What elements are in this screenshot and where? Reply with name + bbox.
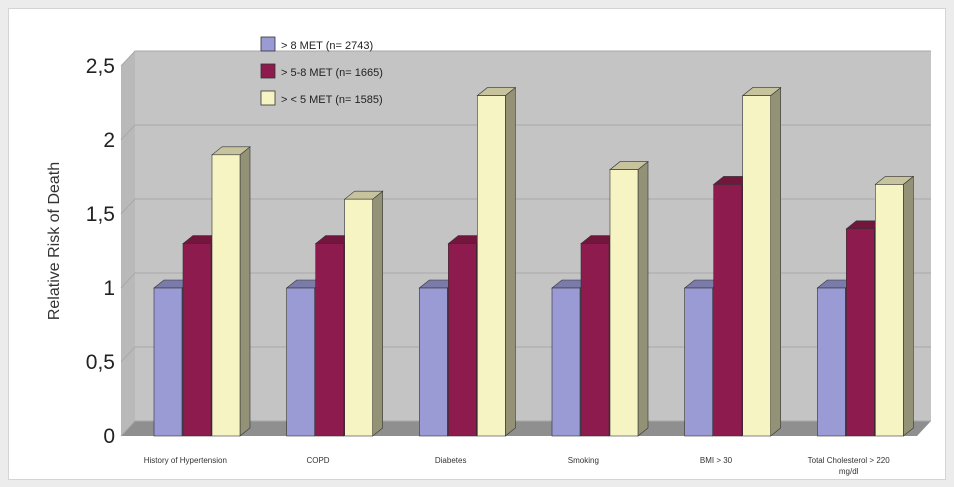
y-axis-label: Relative Risk of Death (46, 162, 63, 320)
bar-side (239, 146, 251, 437)
y-tick-label: 1,5 (86, 203, 115, 226)
y-tick-label: 0 (103, 425, 115, 448)
bar (153, 287, 183, 437)
x-category-label: History of Hypertension (144, 456, 227, 465)
bar (477, 95, 506, 437)
bar (315, 243, 344, 437)
bar (742, 95, 771, 437)
bar (448, 243, 477, 437)
bar (344, 198, 373, 437)
back-wall (135, 51, 931, 421)
grid-line (120, 124, 931, 141)
y-axis-ticks: 0 0,5 1 1,5 2 2,5 (86, 55, 115, 448)
x-axis-categories: History of Hypertension COPD Diabetes Smoki… (144, 456, 890, 476)
legend-label: > 8 MET (n= 2743) (281, 40, 373, 52)
legend: > 8 MET (n= 2743) > 5-8 MET (n= 1665) > < … (260, 36, 383, 106)
side-wall (121, 51, 135, 436)
legend-swatch (260, 90, 276, 106)
grid-line (120, 272, 931, 289)
bar (286, 287, 315, 437)
bar-side (903, 175, 914, 437)
legend-label: > 5-8 MET (n= 1665) (281, 67, 383, 79)
legend-label: > < 5 MET (n= 1585) (281, 94, 383, 106)
bars (153, 86, 915, 437)
x-category-label: mg/dl (839, 467, 859, 476)
legend-swatch (260, 63, 276, 79)
grid-lines (120, 50, 931, 437)
grid-line (120, 346, 931, 363)
bar-side (770, 86, 781, 437)
grid-line (120, 420, 931, 437)
bar (182, 243, 212, 437)
bar (817, 287, 846, 437)
bar (580, 243, 610, 437)
bar (875, 184, 904, 437)
bar-chart: 0 0,5 1 1,5 2 2,5 History of Hypertension COPD… (46, 36, 931, 476)
x-category-label: Total Cholesterol > 220 (808, 456, 891, 465)
x-category-label: Diabetes (435, 456, 467, 465)
grid-line (120, 50, 931, 67)
bar-side (372, 190, 383, 437)
bar-side (505, 86, 516, 437)
chart-frame: 0 0,5 1 1,5 2 2,5 History of Hypertension COPD… (8, 8, 946, 480)
bar (713, 184, 742, 437)
x-category-label: BMI > 30 (700, 456, 733, 465)
bar (551, 287, 581, 437)
bar (609, 169, 639, 437)
bar (211, 154, 241, 437)
legend-swatch (260, 36, 276, 52)
bar (846, 228, 875, 437)
y-tick-label: 2,5 (86, 55, 115, 78)
x-category-label: Smoking (568, 456, 599, 465)
y-tick-label: 1 (103, 277, 115, 300)
bar-side (637, 160, 649, 437)
x-category-label: COPD (306, 456, 329, 465)
y-tick-label: 0,5 (86, 351, 115, 374)
grid-line (120, 198, 931, 215)
bar (684, 287, 713, 437)
y-tick-label: 2 (103, 129, 115, 152)
plot-background (121, 51, 931, 436)
bar (419, 287, 448, 437)
